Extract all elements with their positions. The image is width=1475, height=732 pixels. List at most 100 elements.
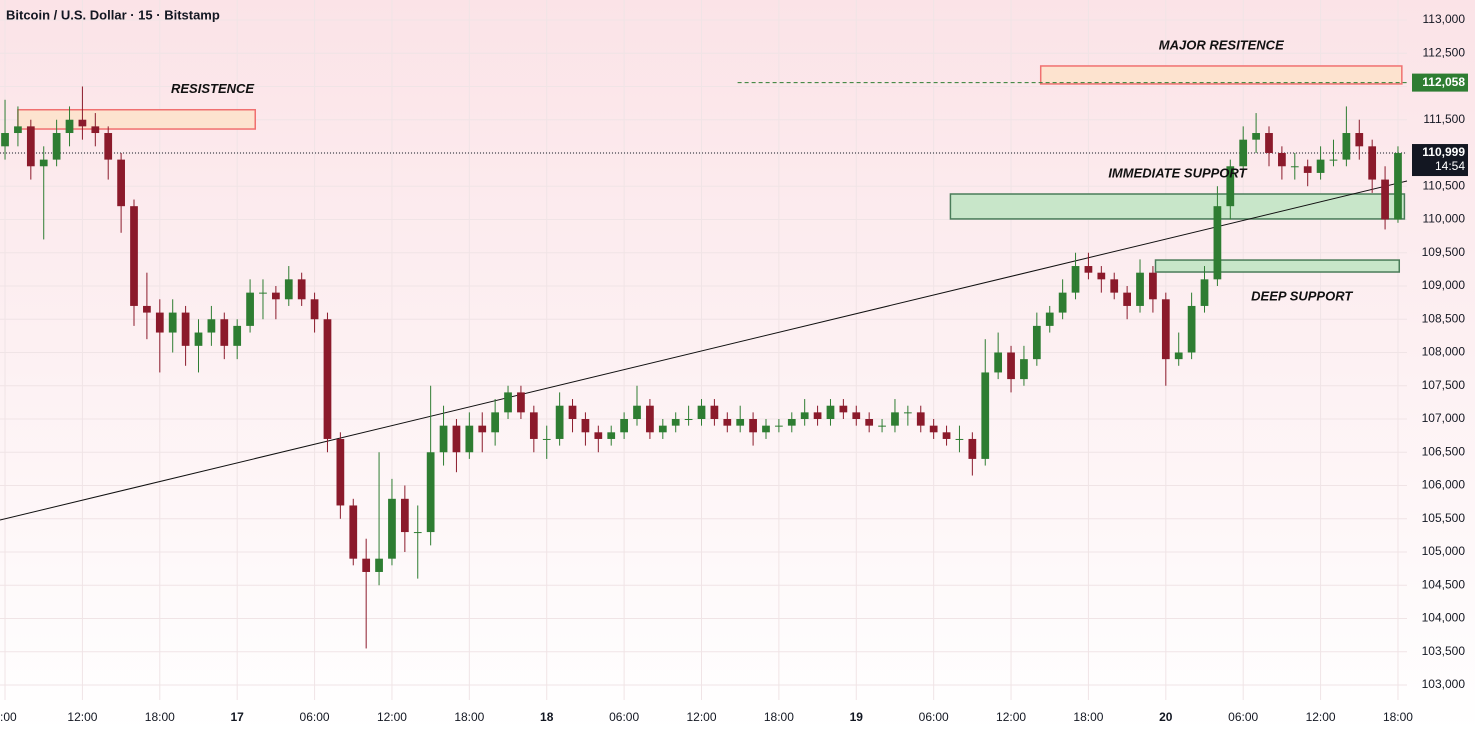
candle-body [207,319,216,333]
zone [949,193,1406,220]
candle-body [478,425,487,433]
candle-body [581,419,590,433]
x-tick-label: 12:00 [686,710,716,724]
candle-body [1097,272,1106,280]
level-price-box [1412,73,1468,92]
x-tick-label: 17 [231,710,245,724]
candle-body [413,532,422,534]
candle-body [349,505,358,559]
chart-title: Bitcoin / U.S. Dollar · 15 · Bitstamp [6,7,220,22]
candle-body [555,405,564,439]
candle-body [1007,352,1015,380]
candle-body [362,558,371,572]
candle-body [529,412,538,439]
candle-body [26,126,35,167]
candle-body [1381,179,1389,220]
candle-body [1239,139,1248,167]
candle-body [1136,272,1144,306]
candle-body [749,419,757,433]
zone [1154,259,1401,273]
last-price-box [1412,144,1468,177]
candle-body [1290,166,1299,168]
candle-body [903,412,912,414]
candle-body [130,206,138,306]
candle-body [968,438,977,459]
candle-body [1123,292,1131,306]
candle-body [865,419,874,426]
x-tick-label: 19 [850,710,864,724]
candle-body [620,419,628,433]
candle-body [878,425,886,427]
candle-body [52,133,61,160]
zone-label: DEEP SUPPORT [1251,288,1353,303]
y-tick-label: 107,000 [1422,411,1466,425]
zone-label: RESISTENCE [171,81,254,96]
candle-body [1084,266,1093,273]
x-tick-label: 20 [1159,710,1173,724]
candle-body [375,558,383,572]
y-tick-label: 106,000 [1422,478,1466,492]
candle-body [813,412,822,420]
candle-body [568,405,577,420]
candle-body [323,319,332,439]
candle-body [1342,133,1351,160]
countdown-label: 14:54 [1435,159,1465,173]
candle-body [736,419,745,426]
candle-body [297,279,306,300]
candle-body [284,279,293,300]
x-tick-label: 06:00 [609,710,639,724]
candle-body [1213,206,1222,280]
x-tick-label: 12:00 [377,710,407,724]
y-tick-label: 110,500 [1423,178,1466,192]
candle-body [491,412,500,433]
candle-body [220,319,229,346]
x-tick-label: 06:00 [300,710,330,724]
candle-body [504,392,512,413]
candle-body [91,126,100,134]
y-tick-label: 104,000 [1422,611,1466,625]
candle-body [1200,279,1209,306]
candle-body [1,133,9,147]
candle-body [259,292,267,294]
x-tick-label: 06:00 [919,710,949,724]
candle-body [336,438,345,506]
candle-body [1394,153,1402,220]
candle-body [1329,159,1338,161]
candle-body [826,405,835,420]
candle-body [517,392,525,413]
candle-body [1252,133,1260,140]
candle-body [723,419,732,426]
candle-body [272,292,280,300]
y-tick-label: 105,000 [1422,544,1466,558]
candle-body [439,425,448,453]
zone-label: IMMEDIATE SUPPORT [1108,165,1247,180]
y-tick-label: 112,500 [1423,45,1466,59]
candle-body [891,412,899,426]
y-tick-label: 111,500 [1423,112,1465,126]
candle-body [143,305,151,313]
candle-body [955,438,964,440]
candle-body [168,312,177,333]
candle-body [942,432,951,439]
candle-body [1226,166,1235,207]
candle-body [194,332,203,346]
candle-body [697,405,706,420]
x-tick-label: 06:00 [1228,710,1258,724]
candle-body [762,425,770,433]
level-price-label: 112,058 [1422,75,1465,89]
candle-body [1278,152,1286,167]
candle-body [246,292,254,326]
candle-body [916,412,925,426]
zone-label: MAJOR RESITENCE [1159,37,1284,52]
x-tick-label: 12:00 [1306,710,1336,724]
candle-body [181,312,190,346]
candle-body [671,419,680,426]
candle-body [1058,292,1067,313]
last-price-label: 110,999 [1422,145,1465,159]
candle-body [839,405,848,413]
y-tick-label: 109,000 [1422,278,1466,292]
x-tick-label: 6:00 [0,710,17,724]
candle-body [658,425,667,433]
candle-body [1303,166,1312,173]
candle-body [117,159,125,207]
